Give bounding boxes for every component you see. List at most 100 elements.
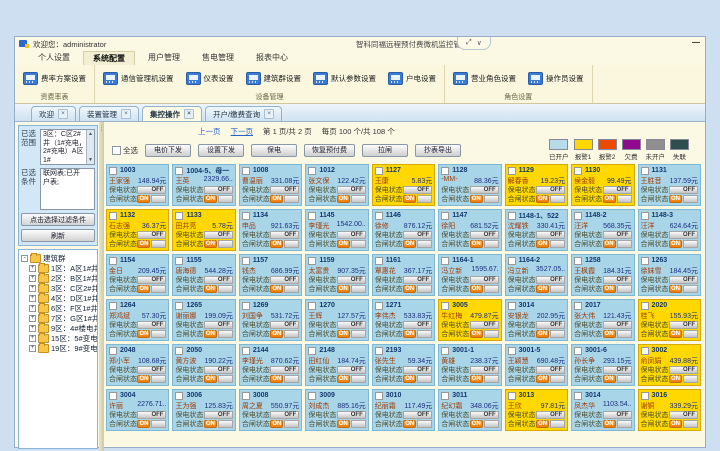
card-checkbox[interactable] (640, 391, 649, 400)
close-icon[interactable]: × (58, 109, 68, 119)
meter-card[interactable]: 1154 金日 209.45元 保电状态 OFF 合闸状态 ON (106, 254, 170, 296)
switch-on-toggle[interactable]: ON (270, 420, 284, 429)
card-checkbox[interactable] (308, 256, 317, 265)
supply-off-toggle[interactable]: OFF (668, 230, 698, 239)
switch-on-toggle[interactable]: ON (536, 195, 550, 204)
tree-item[interactable]: +2区：B区1#井(B区 (21, 272, 97, 283)
card-checkbox[interactable] (374, 256, 383, 265)
meter-card[interactable]: 1147 徐阳 681.52元 保电状态 OFF 合闸状态 ON (438, 209, 502, 251)
tab-欢迎[interactable]: 欢迎 × (31, 106, 76, 121)
switch-on-toggle[interactable]: ON (536, 420, 550, 429)
tree-expand-icon[interactable]: + (29, 294, 36, 302)
next-page-link[interactable]: 下一页 (230, 127, 254, 136)
switch-on-toggle[interactable]: ON (137, 375, 151, 384)
tree-expand-icon[interactable]: + (29, 344, 36, 352)
meter-card[interactable]: 1132 石志强 36.37元 保电状态 OFF 合闸状态 ON (106, 209, 170, 251)
card-checkbox[interactable] (441, 391, 450, 400)
toolbar-button-抄表导出[interactable]: 抄表导出 (415, 143, 461, 157)
meter-card[interactable]: 1012 张文保 122.42元 保电状态 OFF 合闸状态 ON (305, 164, 369, 206)
supply-off-toggle[interactable]: OFF (469, 365, 499, 374)
switch-on-toggle[interactable]: ON (336, 375, 350, 384)
tree-expand-icon[interactable]: + (29, 334, 36, 342)
meter-card[interactable]: 1146 徐修 876.12元 保电状态 OFF 合闸状态 ON (371, 209, 436, 251)
switch-on-toggle[interactable]: ON (270, 330, 284, 339)
supply-off-toggle[interactable]: OFF (270, 365, 300, 374)
card-checkbox[interactable] (574, 256, 583, 265)
supply-off-toggle[interactable]: OFF (137, 230, 167, 239)
card-checkbox[interactable] (574, 211, 583, 220)
supply-off-toggle[interactable]: OFF (137, 275, 167, 284)
switch-on-toggle[interactable]: ON (469, 285, 483, 294)
ribbon-button-费率方案设置[interactable]: 费率方案设置 (17, 70, 92, 87)
tree-collapse-icon[interactable]: - (21, 254, 28, 262)
tab-装置管理[interactable]: 装置管理 × (79, 106, 139, 121)
switch-on-toggle[interactable]: ON (336, 240, 350, 249)
supply-off-toggle[interactable]: OFF (336, 410, 366, 419)
switch-on-toggle[interactable]: ON (137, 195, 151, 204)
selected-range-listbox[interactable]: 3区：C区2#井（1#充电，2#充电）A区1# ▲ ▼ (40, 129, 95, 165)
menu-item-用户管理[interactable]: 用户管理 (148, 53, 180, 62)
card-checkbox[interactable] (507, 301, 516, 310)
supply-off-toggle[interactable]: OFF (403, 365, 433, 374)
card-checkbox[interactable] (241, 256, 250, 265)
meter-card[interactable]: 2048 郑小军 108.68元 保电状态 OFF 合闸状态 ON (106, 344, 170, 386)
card-checkbox[interactable] (175, 256, 184, 265)
tree-item[interactable]: +9区：4#楼电井（4# (21, 322, 97, 333)
supply-off-toggle[interactable]: OFF (203, 410, 233, 419)
card-checkbox[interactable] (507, 256, 516, 265)
supply-off-toggle[interactable]: OFF (536, 365, 566, 374)
supply-off-toggle[interactable]: OFF (403, 275, 433, 284)
supply-off-toggle[interactable]: OFF (403, 320, 433, 329)
tree-expand-icon[interactable]: + (29, 304, 36, 312)
ribbon-button-营业角色设置[interactable]: 营业角色设置 (447, 70, 522, 87)
supply-off-toggle[interactable]: OFF (336, 230, 366, 239)
meter-card[interactable]: 1263 徐妹雪 184.45元 保电状态 OFF 合闸状态 ON (637, 254, 701, 296)
switch-on-toggle[interactable]: ON (403, 195, 417, 204)
switch-on-toggle[interactable]: ON (668, 375, 682, 384)
card-checkbox[interactable] (109, 301, 117, 310)
switch-on-toggle[interactable]: ON (336, 420, 350, 429)
switch-on-toggle[interactable]: ON (137, 330, 151, 339)
card-checkbox[interactable] (175, 346, 184, 355)
tree-expand-icon[interactable]: + (29, 284, 36, 292)
meter-card[interactable]: 1270 王辉 127.57元 保电状态 OFF 合闸状态 ON (305, 299, 369, 341)
card-checkbox[interactable] (175, 211, 184, 220)
card-checkbox[interactable] (640, 256, 649, 265)
switch-on-toggle[interactable]: ON (270, 240, 284, 249)
supply-off-toggle[interactable]: OFF (336, 275, 366, 284)
card-checkbox[interactable] (374, 301, 383, 310)
switch-on-toggle[interactable]: ON (203, 285, 217, 294)
meter-card[interactable]: 1127 王康 5.83元 保电状态 OFF 合闸状态 ON (371, 164, 436, 206)
supply-off-toggle[interactable]: OFF (668, 320, 698, 329)
switch-on-toggle[interactable]: ON (602, 240, 616, 249)
toolbar-button-电价下发[interactable]: 电价下发 (145, 143, 191, 157)
ribbon-button-建筑群设置[interactable]: 建筑群设置 (240, 70, 308, 87)
card-checkbox[interactable] (574, 346, 583, 355)
switch-on-toggle[interactable]: ON (668, 240, 682, 249)
menu-item-系统配置[interactable]: 系统配置 (83, 50, 135, 65)
splitter[interactable]: ⁞ (99, 122, 104, 451)
meter-card[interactable]: 2017 张大伟 121.43元 保电状态 OFF 合闸状态 ON (571, 299, 635, 341)
supply-off-toggle[interactable]: OFF (536, 275, 566, 284)
meter-card[interactable]: 1004-5、母一 王英 2329.66.. 保电状态 OFF 合闸状态 ON (172, 164, 236, 206)
toolbar-button-保电[interactable]: 保电 (251, 143, 297, 157)
meter-card[interactable]: 1258 王枫霞 184.31元 保电状态 OFF 合闸状态 ON (571, 254, 635, 296)
card-checkbox[interactable] (507, 211, 516, 220)
switch-on-toggle[interactable]: ON (270, 195, 284, 204)
tree-item[interactable]: +6区：F区1#井（F区 (21, 302, 97, 313)
card-checkbox[interactable] (175, 391, 184, 400)
meter-card[interactable]: 1128 -MM- 88.36元 保电状态 OFF 合闸状态 ON (438, 164, 502, 206)
meter-card[interactable]: 1157 钱杰 686.99元 保电状态 OFF 合闸状态 ON (238, 254, 303, 296)
scroll-up-icon[interactable]: ▲ (88, 131, 93, 137)
tab-开户/缴费查询[interactable]: 开户/缴费查询 × (205, 106, 283, 121)
switch-on-toggle[interactable]: ON (469, 330, 483, 339)
toolbar-button-恢复预付费[interactable]: 恢复预付费 (304, 143, 355, 157)
tree-expand-icon[interactable]: + (29, 314, 36, 322)
card-checkbox[interactable] (441, 166, 450, 175)
card-checkbox[interactable] (374, 346, 383, 355)
filter-button[interactable]: 点击选择过滤条件 (21, 213, 95, 226)
card-checkbox[interactable] (640, 301, 649, 310)
supply-off-toggle[interactable]: OFF (536, 230, 566, 239)
meter-card[interactable]: 1164-2 冯立新 3527.05.. 保电状态 OFF 合闸状态 ON (504, 254, 569, 296)
card-checkbox[interactable] (109, 166, 117, 175)
